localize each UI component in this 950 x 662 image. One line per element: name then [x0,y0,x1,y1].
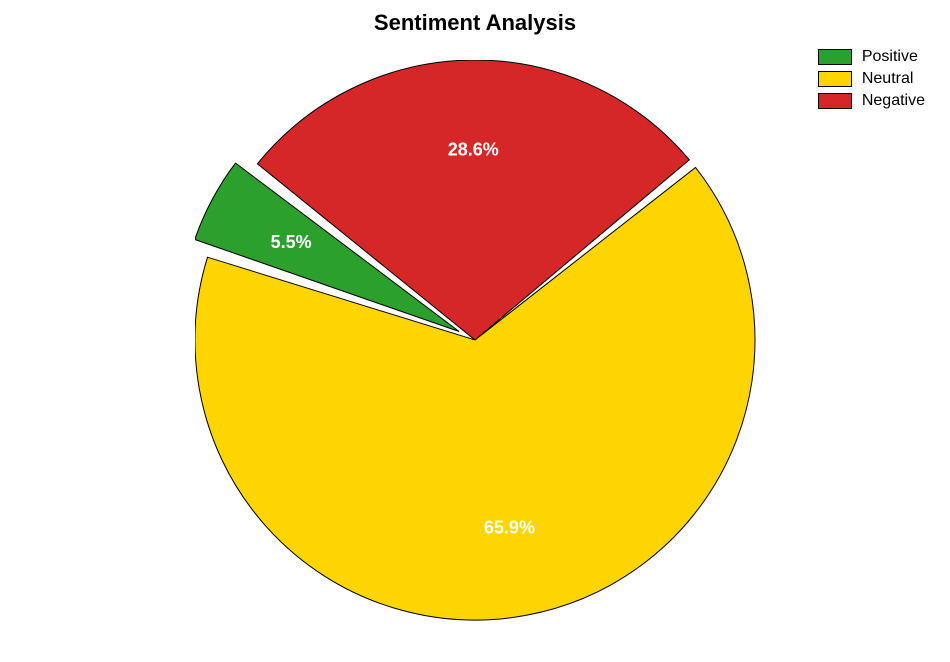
pie-chart-container: Sentiment Analysis 28.6% 65.9% 5.5% Positi… [0,0,950,662]
legend-label: Neutral [862,70,914,88]
legend-item-negative: Negative [818,92,925,110]
legend: Positive Neutral Negative [818,48,925,114]
pie-slice-label: 28.6% [448,140,499,160]
legend-swatch [818,93,852,109]
legend-swatch [818,71,852,87]
pie-chart-svg: 28.6% 65.9% 5.5% [195,60,795,660]
legend-swatch [818,49,852,65]
legend-label: Positive [862,48,918,66]
legend-item-neutral: Neutral [818,70,925,88]
legend-label: Negative [862,92,925,110]
chart-title: Sentiment Analysis [374,10,576,36]
legend-item-positive: Positive [818,48,925,66]
pie-slice-label: 5.5% [271,232,312,252]
pie-slice-label: 65.9% [484,517,535,537]
